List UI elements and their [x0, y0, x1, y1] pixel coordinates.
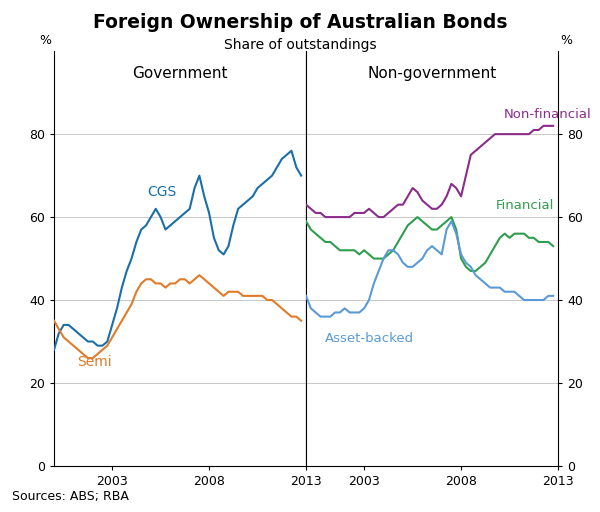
Text: Financial: Financial — [496, 199, 554, 212]
Text: Foreign Ownership of Australian Bonds: Foreign Ownership of Australian Bonds — [93, 13, 507, 32]
Text: Share of outstandings: Share of outstandings — [224, 38, 376, 52]
Text: Government: Government — [132, 66, 228, 81]
Text: %: % — [560, 34, 572, 47]
Text: Asset-backed: Asset-backed — [325, 331, 415, 345]
Text: Non-government: Non-government — [367, 66, 497, 81]
Text: CGS: CGS — [147, 185, 176, 199]
Text: %: % — [40, 34, 52, 47]
Text: Sources: ABS; RBA: Sources: ABS; RBA — [12, 490, 129, 503]
Text: Non-financial: Non-financial — [504, 108, 592, 120]
Text: Semi: Semi — [77, 355, 112, 369]
